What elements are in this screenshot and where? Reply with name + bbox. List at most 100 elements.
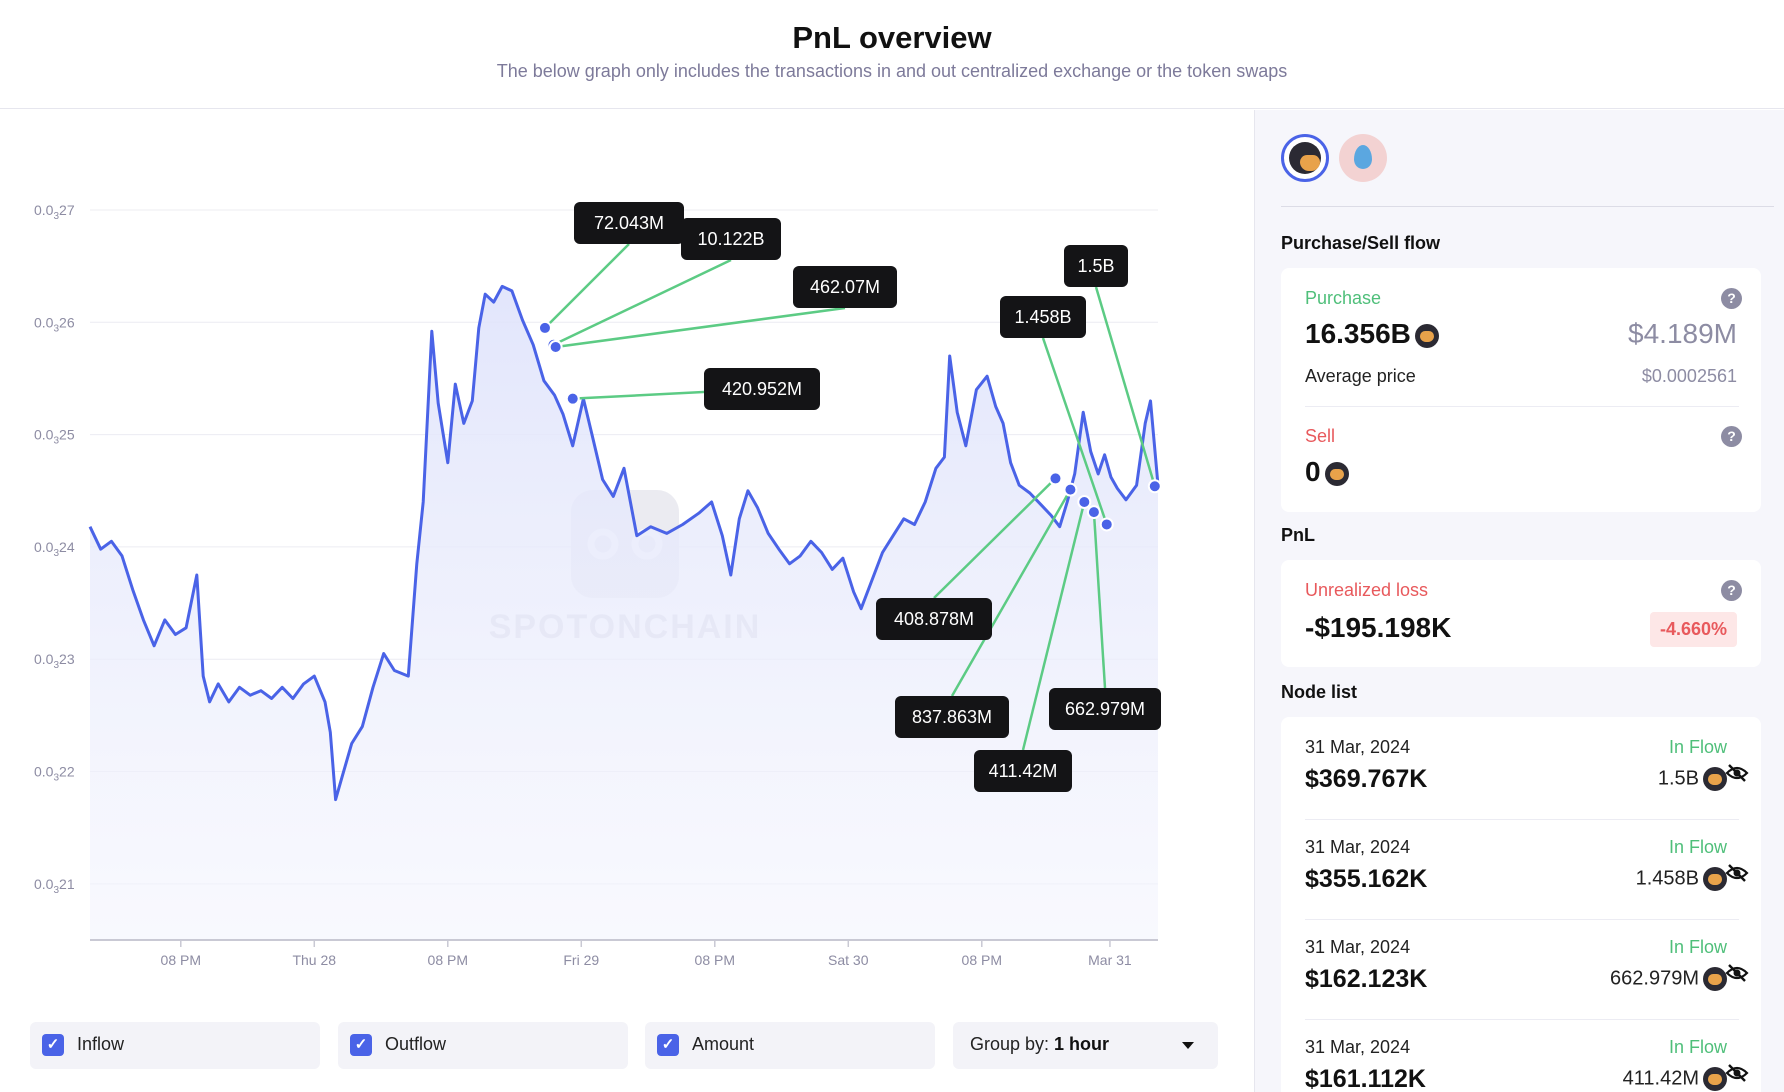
pnl-card: Unrealized loss ? -$195.198K -4.660% [1281, 560, 1761, 667]
y-tick-label: 0.0321 [34, 876, 75, 896]
list-item[interactable]: 31 Mar, 2024 In Flow $369.767K 1.5B [1281, 733, 1761, 833]
x-tick-label: 08 PM [428, 952, 468, 968]
annotation-badge [1049, 688, 1161, 730]
list-item[interactable]: 31 Mar, 2024 In Flow $355.162K 1.458B [1281, 833, 1761, 933]
x-tick-label: Thu 28 [292, 952, 336, 968]
token-selector-eth[interactable] [1339, 134, 1387, 182]
annotation-point [1063, 482, 1078, 497]
annotation-label: 662.979M [1065, 699, 1145, 719]
unrealized-loss-percent: -4.660% [1649, 612, 1737, 647]
node-amount: 1.5B [1658, 767, 1727, 791]
outflow-toggle[interactable]: ✓ Outflow [338, 1022, 628, 1069]
node-amount: 662.979M [1610, 967, 1727, 991]
annotation-connector [1094, 286, 1156, 487]
annotation-connector [555, 306, 846, 349]
coin-logo-icon [1703, 967, 1727, 991]
annotation-label: 837.863M [912, 707, 992, 727]
annotation-label: 411.42M [989, 761, 1058, 781]
annotation-badge [974, 750, 1072, 792]
coin-logo-icon [1324, 461, 1349, 486]
y-tick-label: 0.0326 [34, 314, 75, 334]
help-icon[interactable]: ? [1721, 426, 1742, 447]
node-list: 31 Mar, 2024 In Flow $369.767K 1.5B 31 Mar, … [1281, 717, 1761, 1092]
annotation-connector [1021, 501, 1086, 751]
annotation-badge [876, 598, 992, 640]
sidebar-divider [1281, 206, 1774, 207]
inflow-toggle[interactable]: ✓ Inflow [30, 1022, 320, 1069]
annotation-badge [1064, 245, 1128, 287]
sell-amount: 0 [1305, 456, 1349, 488]
node-amount: 1.458B [1636, 867, 1727, 891]
annotation-connector [1041, 337, 1108, 525]
list-item[interactable]: 31 Mar, 2024 In Flow $161.112K 411.42M [1281, 1033, 1761, 1092]
node-date: 31 Mar, 2024 [1305, 837, 1411, 857]
annotation-label: 420.952M [722, 379, 802, 399]
node-usd: $161.112K [1305, 1065, 1426, 1092]
page-subtitle: The below graph only includes the transa… [496, 61, 1288, 81]
x-tick-label: 08 PM [695, 952, 735, 968]
purchase-usd: $4.189M [1628, 318, 1737, 349]
pnl-title: PnL [1281, 525, 1315, 545]
node-date: 31 Mar, 2024 [1305, 737, 1411, 757]
node-usd: $369.767K [1305, 765, 1428, 793]
help-icon[interactable]: ? [1721, 288, 1742, 309]
avg-price-label: Average price [1305, 366, 1416, 386]
outflow-checkbox-icon[interactable]: ✓ [350, 1034, 372, 1056]
x-tick-label: Sat 30 [828, 952, 869, 968]
y-tick-label: 0.0324 [34, 539, 75, 559]
annotation-point [1099, 517, 1114, 532]
annotation-badge [895, 696, 1009, 738]
annotation-connector [544, 243, 630, 329]
annotation-label: 462.07M [810, 277, 880, 297]
unrealized-loss-label: Unrealized loss [1305, 580, 1429, 600]
node-flow: In Flow [1668, 1037, 1727, 1057]
inflow-label: Inflow [77, 1034, 125, 1054]
purchase-sell-title: Purchase/Sell flow [1281, 233, 1441, 253]
price-area [90, 286, 1158, 940]
page-title: PnL overview [792, 20, 992, 55]
node-divider [1305, 819, 1739, 820]
node-usd: $355.162K [1305, 865, 1428, 893]
inflow-checkbox-icon[interactable]: ✓ [42, 1034, 64, 1056]
y-tick-label: 0.0322 [34, 764, 75, 784]
annotation-connector [950, 489, 1072, 697]
node-flow: In Flow [1668, 737, 1727, 757]
group-by-label: Group by: [970, 1034, 1055, 1054]
annotation-badge [681, 218, 781, 260]
pnl-chart: 0.0327 0.0326 0.0325 0.0324 0.0323 0.0322 0.03… [34, 202, 1162, 968]
annotation-point [548, 340, 563, 355]
annotation-connector [1092, 512, 1107, 689]
token-selector-active[interactable] [1281, 134, 1329, 182]
amount-checkbox-icon[interactable]: ✓ [657, 1034, 679, 1056]
annotation-connector [552, 258, 732, 346]
annotation-point [1086, 505, 1101, 520]
x-tick-label: Mar 31 [1088, 952, 1132, 968]
annotation-point [1077, 495, 1092, 509]
eye-slash-icon[interactable] [1725, 1063, 1749, 1083]
node-divider [1305, 1019, 1739, 1020]
eye-slash-icon[interactable] [1725, 963, 1749, 983]
sidebar: Purchase/Sell flow Purchase ? 16.356B $4… [1255, 110, 1784, 1092]
page-header: PnL overview The below graph only includ… [0, 0, 1784, 109]
coin-logo-icon [1703, 1067, 1727, 1091]
droplet-token-icon [1354, 145, 1372, 169]
help-icon[interactable]: ? [1721, 580, 1742, 601]
eye-slash-icon[interactable] [1725, 863, 1749, 883]
list-item[interactable]: 31 Mar, 2024 In Flow $162.123K 662.979M [1281, 933, 1761, 1033]
purchase-sell-card: Purchase ? 16.356B $4.189M Average price… [1281, 268, 1761, 512]
x-tick-label: 08 PM [161, 952, 201, 968]
avg-price-value: $0.0002561 [1641, 366, 1737, 386]
group-by-value: 1 hour [1054, 1034, 1110, 1054]
eye-slash-icon[interactable] [1725, 763, 1749, 783]
coin-logo-icon [1414, 323, 1439, 348]
y-tick-label: 0.0325 [34, 427, 75, 447]
outflow-label: Outflow [385, 1034, 447, 1054]
node-flow: In Flow [1668, 937, 1727, 957]
coin-logo-icon [1703, 767, 1727, 791]
chevron-down-icon[interactable] [1182, 1042, 1194, 1049]
y-tick-label: 0.0323 [34, 651, 75, 671]
group-by-select[interactable]: Group by: 1 hour [953, 1022, 1218, 1069]
node-date: 31 Mar, 2024 [1305, 937, 1411, 957]
amount-toggle[interactable]: ✓ Amount [645, 1022, 935, 1069]
x-tick-label: 08 PM [962, 952, 1002, 968]
